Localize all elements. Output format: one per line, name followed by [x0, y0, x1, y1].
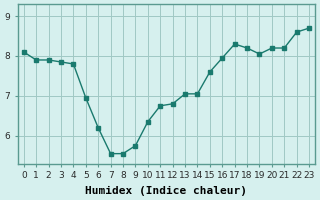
X-axis label: Humidex (Indice chaleur): Humidex (Indice chaleur) [85, 186, 247, 196]
